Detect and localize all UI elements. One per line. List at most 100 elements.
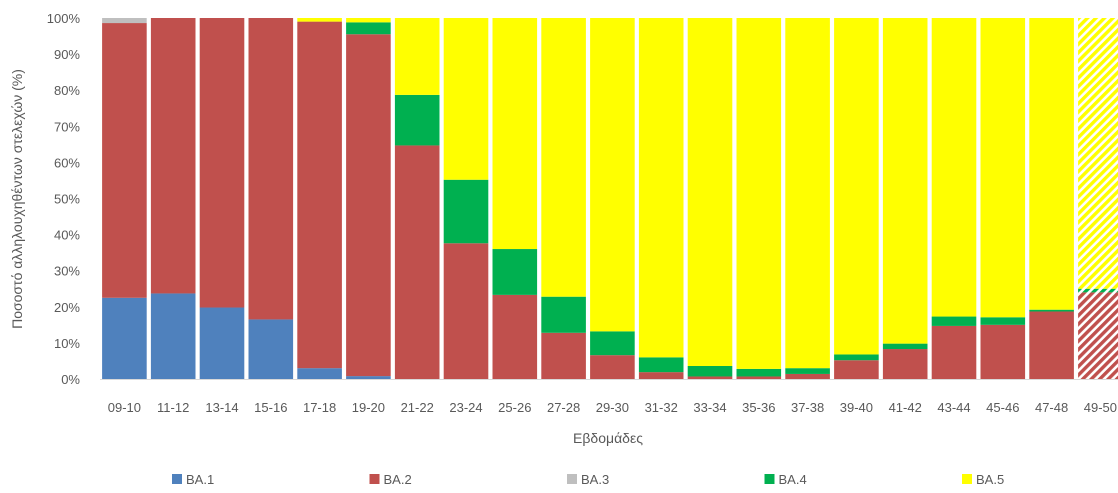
- bar-group-33-34: [687, 18, 733, 379]
- x-tick-label: 33-34: [693, 400, 726, 415]
- bar-group-11-12: [150, 18, 196, 379]
- bar-ba-2-13-14: [199, 18, 245, 308]
- bar-group-17-18: [297, 18, 342, 379]
- bar-ba-5-43-44: [931, 18, 977, 317]
- x-tick-label: 13-14: [205, 400, 238, 415]
- bar-ba-2-23-24: [443, 243, 489, 379]
- y-tick-label: 40%: [54, 228, 80, 243]
- bar-ba-2-45-46: [980, 324, 1026, 379]
- legend-item-ba-4: BA.4: [764, 472, 807, 487]
- legend-label-ba-3: BA.3: [581, 472, 609, 487]
- x-tick-label: 09-10: [108, 400, 141, 415]
- y-tick-label: 90%: [54, 47, 80, 62]
- bar-ba-2-41-42: [882, 349, 928, 379]
- bar-ba-4-37-38: [785, 368, 830, 374]
- bar-ba-2-35-36: [736, 376, 782, 379]
- bar-ba-1-17-18: [297, 368, 342, 379]
- bar-ba-2-19-20: [346, 34, 391, 377]
- y-axis-title: Ποσοστό αλληλουχηθέντων στελεχών (%): [9, 69, 25, 329]
- x-tick-label: 25-26: [498, 400, 531, 415]
- bar-ba-2-37-38: [785, 373, 830, 379]
- bar-ba-4-35-36: [736, 368, 782, 377]
- bar-ba-5-37-38: [785, 18, 830, 369]
- legend-item-ba-1: BA.1: [172, 472, 214, 487]
- bar-ba-4-47-48: [1029, 309, 1074, 312]
- bar-ba-5-47-48: [1029, 18, 1074, 310]
- x-tick-label: 37-38: [791, 400, 824, 415]
- bar-ba-5-33-34: [687, 18, 733, 367]
- legend-swatch-ba-5: [962, 474, 972, 484]
- bar-group-49-50: [1078, 18, 1118, 379]
- bar-group-41-42: [882, 18, 928, 379]
- bar-group-21-22: [394, 18, 440, 379]
- bar-ba-5-21-22: [394, 18, 440, 95]
- legend-item-ba-2: BA.2: [369, 472, 412, 487]
- bar-ba-2-29-30: [590, 355, 635, 379]
- bar-group-23-24: [443, 18, 489, 379]
- bar-ba-4-31-32: [638, 357, 684, 373]
- legend-swatch-ba-2: [369, 474, 380, 484]
- bar-ba-5-49-50: [1078, 18, 1118, 289]
- y-tick-label: 50%: [54, 192, 80, 207]
- legend-swatch-ba-1: [172, 474, 182, 484]
- x-tick-label: 23-24: [449, 400, 482, 415]
- bar-ba-2-33-34: [687, 376, 733, 379]
- bar-group-13-14: [199, 18, 245, 379]
- x-tick-label: 39-40: [840, 400, 873, 415]
- bar-ba-1-13-14: [199, 307, 245, 379]
- bar-group-19-20: [346, 18, 391, 379]
- x-tick-label: 29-30: [596, 400, 629, 415]
- bar-ba-5-17-18: [297, 18, 342, 22]
- y-tick-label: 10%: [54, 336, 80, 351]
- bar-ba-5-31-32: [638, 18, 684, 358]
- y-tick-label: 20%: [54, 300, 80, 315]
- x-tick-label: 35-36: [742, 400, 775, 415]
- bar-ba-5-45-46: [980, 18, 1026, 318]
- legend-label-ba-2: BA.2: [384, 472, 412, 487]
- bar-ba-4-39-40: [834, 354, 879, 361]
- x-tick-label: 31-32: [645, 400, 678, 415]
- x-tick-label: 41-42: [889, 400, 922, 415]
- bar-group-39-40: [834, 18, 879, 379]
- bar-ba-4-43-44: [931, 316, 977, 326]
- y-tick-label: 80%: [54, 83, 80, 98]
- bar-group-31-32: [638, 18, 684, 379]
- y-axis-ticks: 0% 10% 20% 30% 40% 50% 60% 70% 80% 90% 100%: [47, 11, 81, 387]
- bar-ba-1-11-12: [150, 293, 196, 379]
- bar-group-25-26: [492, 18, 538, 379]
- x-tick-label: 17-18: [303, 400, 336, 415]
- bar-group-15-16: [248, 18, 294, 379]
- y-tick-label: 70%: [54, 119, 80, 134]
- bar-ba-5-27-28: [541, 18, 586, 297]
- bar-ba-5-35-36: [736, 18, 782, 369]
- bar-ba-4-27-28: [541, 296, 586, 333]
- x-tick-label: 21-22: [401, 400, 434, 415]
- bar-ba-2-21-22: [394, 145, 440, 379]
- bar-ba-4-29-30: [590, 331, 635, 356]
- bar-ba-5-25-26: [492, 18, 538, 250]
- bar-ba-2-47-48: [1029, 311, 1074, 379]
- x-tick-label: 11-12: [157, 400, 189, 415]
- bar-group-47-48: [1029, 18, 1074, 379]
- y-tick-label: 60%: [54, 155, 80, 170]
- bar-ba-2-49-50: [1078, 292, 1118, 379]
- legend-swatch-ba-4: [764, 474, 775, 484]
- bar-ba-2-43-44: [931, 325, 977, 379]
- bar-group-09-10: [102, 18, 147, 379]
- bar-group-27-28: [541, 18, 586, 379]
- bar-ba-2-39-40: [834, 360, 879, 379]
- bar-ba-1-15-16: [248, 319, 294, 379]
- bar-ba-1-09-10: [102, 297, 147, 379]
- legend-label-ba-4: BA.4: [779, 472, 807, 487]
- bar-ba-4-41-42: [882, 343, 928, 350]
- x-tick-label: 45-46: [986, 400, 1019, 415]
- x-tick-label: 19-20: [352, 400, 385, 415]
- bar-group-35-36: [736, 18, 782, 379]
- x-tick-label: 27-28: [547, 400, 580, 415]
- bar-ba-2-27-28: [541, 332, 586, 379]
- bar-group-37-38: [785, 18, 830, 379]
- legend-item-ba-5: BA.5: [962, 472, 1004, 487]
- x-tick-label: 43-44: [937, 400, 970, 415]
- y-tick-label: 30%: [54, 264, 80, 279]
- bar-ba-4-49-50: [1078, 288, 1118, 293]
